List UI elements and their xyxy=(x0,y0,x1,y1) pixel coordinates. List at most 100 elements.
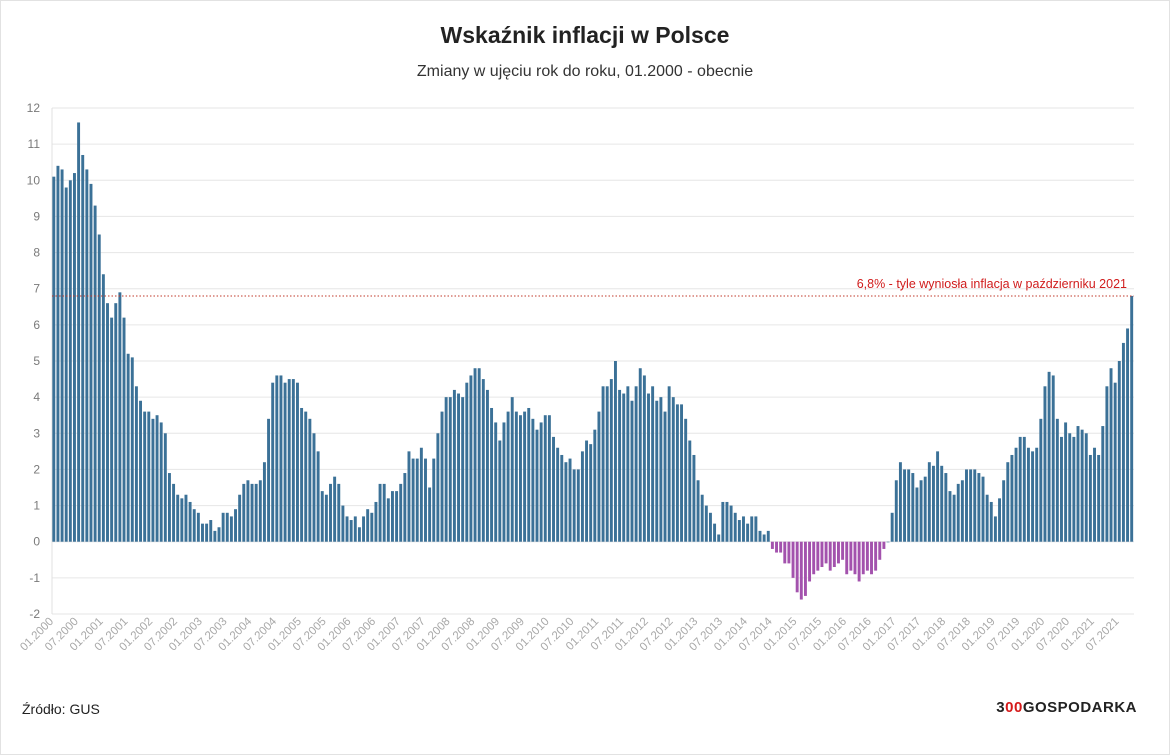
y-tick-label: 6 xyxy=(33,318,40,332)
bar xyxy=(1039,418,1043,542)
bar xyxy=(820,541,824,568)
bar xyxy=(1043,386,1047,542)
bar xyxy=(708,512,712,542)
bar xyxy=(143,411,147,542)
bar xyxy=(502,422,506,542)
chart-title: Wskaźnik inflacji w Polsce xyxy=(440,22,730,48)
bar xyxy=(106,303,109,542)
bar xyxy=(576,469,580,542)
bar xyxy=(907,469,911,542)
bar xyxy=(696,480,700,542)
bar xyxy=(849,541,853,571)
bar xyxy=(291,379,295,542)
bar xyxy=(634,386,638,542)
bar xyxy=(746,523,750,542)
bar xyxy=(597,411,601,542)
bar xyxy=(1084,433,1088,542)
bar xyxy=(378,483,382,542)
bar xyxy=(969,469,973,542)
bar xyxy=(1014,447,1018,542)
bar xyxy=(667,386,671,542)
bar xyxy=(465,382,469,542)
bar xyxy=(882,541,886,549)
y-tick-label: 2 xyxy=(33,462,40,476)
bar xyxy=(481,379,485,542)
bar xyxy=(1018,436,1022,542)
bar xyxy=(122,317,126,542)
bar xyxy=(419,447,423,542)
bar xyxy=(1055,418,1059,542)
bar xyxy=(52,176,56,542)
bar xyxy=(192,509,196,542)
bar xyxy=(139,400,143,542)
bar xyxy=(989,501,993,542)
bar xyxy=(940,465,944,542)
bar xyxy=(1010,454,1014,542)
bar xyxy=(167,473,171,542)
bar xyxy=(262,462,266,542)
bar xyxy=(799,541,803,600)
bar xyxy=(837,541,840,564)
y-tick-label: 3 xyxy=(33,426,40,440)
bar xyxy=(663,411,667,542)
y-tick-label: 12 xyxy=(27,101,41,115)
bar xyxy=(1002,480,1006,542)
brand-prefix: 3 xyxy=(996,699,1006,716)
bar xyxy=(72,173,76,542)
bar xyxy=(861,541,865,575)
bar xyxy=(473,368,477,542)
bar xyxy=(733,512,737,542)
bar xyxy=(626,386,630,542)
bar xyxy=(965,469,968,542)
bar xyxy=(816,541,820,571)
bar xyxy=(651,386,655,542)
bar xyxy=(428,487,432,542)
bar xyxy=(770,541,774,549)
bar xyxy=(1076,426,1080,542)
bar xyxy=(523,411,527,542)
bar xyxy=(382,483,386,542)
bar xyxy=(552,436,555,542)
bar xyxy=(93,205,97,542)
bar xyxy=(779,541,783,553)
bar xyxy=(196,512,200,542)
bar xyxy=(234,509,237,542)
bar xyxy=(671,397,675,542)
y-tick-label: 0 xyxy=(33,535,40,549)
bar xyxy=(1117,361,1121,542)
bar xyxy=(485,389,489,542)
bar xyxy=(440,411,444,542)
bar xyxy=(279,375,283,542)
bar xyxy=(931,465,935,542)
bar xyxy=(775,541,778,553)
bar xyxy=(308,418,312,542)
bar xyxy=(85,169,89,542)
bar xyxy=(568,458,572,542)
bar xyxy=(506,411,510,542)
bar xyxy=(64,187,68,542)
bar xyxy=(675,404,679,542)
bar xyxy=(275,375,279,542)
bar xyxy=(147,411,151,542)
bar xyxy=(172,483,176,542)
bar xyxy=(828,541,832,571)
bar xyxy=(254,483,258,542)
bar xyxy=(118,292,122,542)
bar xyxy=(721,501,725,542)
bar xyxy=(956,483,960,542)
bar xyxy=(952,494,956,542)
bar xyxy=(357,527,361,542)
brand-suffix: GOSPODARKA xyxy=(1022,699,1137,716)
y-tick-label: 10 xyxy=(27,173,41,187)
bar xyxy=(601,386,605,542)
bar xyxy=(399,483,403,542)
bar xyxy=(267,418,271,542)
bar xyxy=(585,440,589,542)
bar xyxy=(927,462,931,542)
bar xyxy=(993,516,997,542)
bar xyxy=(948,491,952,542)
bar xyxy=(184,494,188,542)
bar xyxy=(333,476,337,542)
bar xyxy=(304,411,308,542)
